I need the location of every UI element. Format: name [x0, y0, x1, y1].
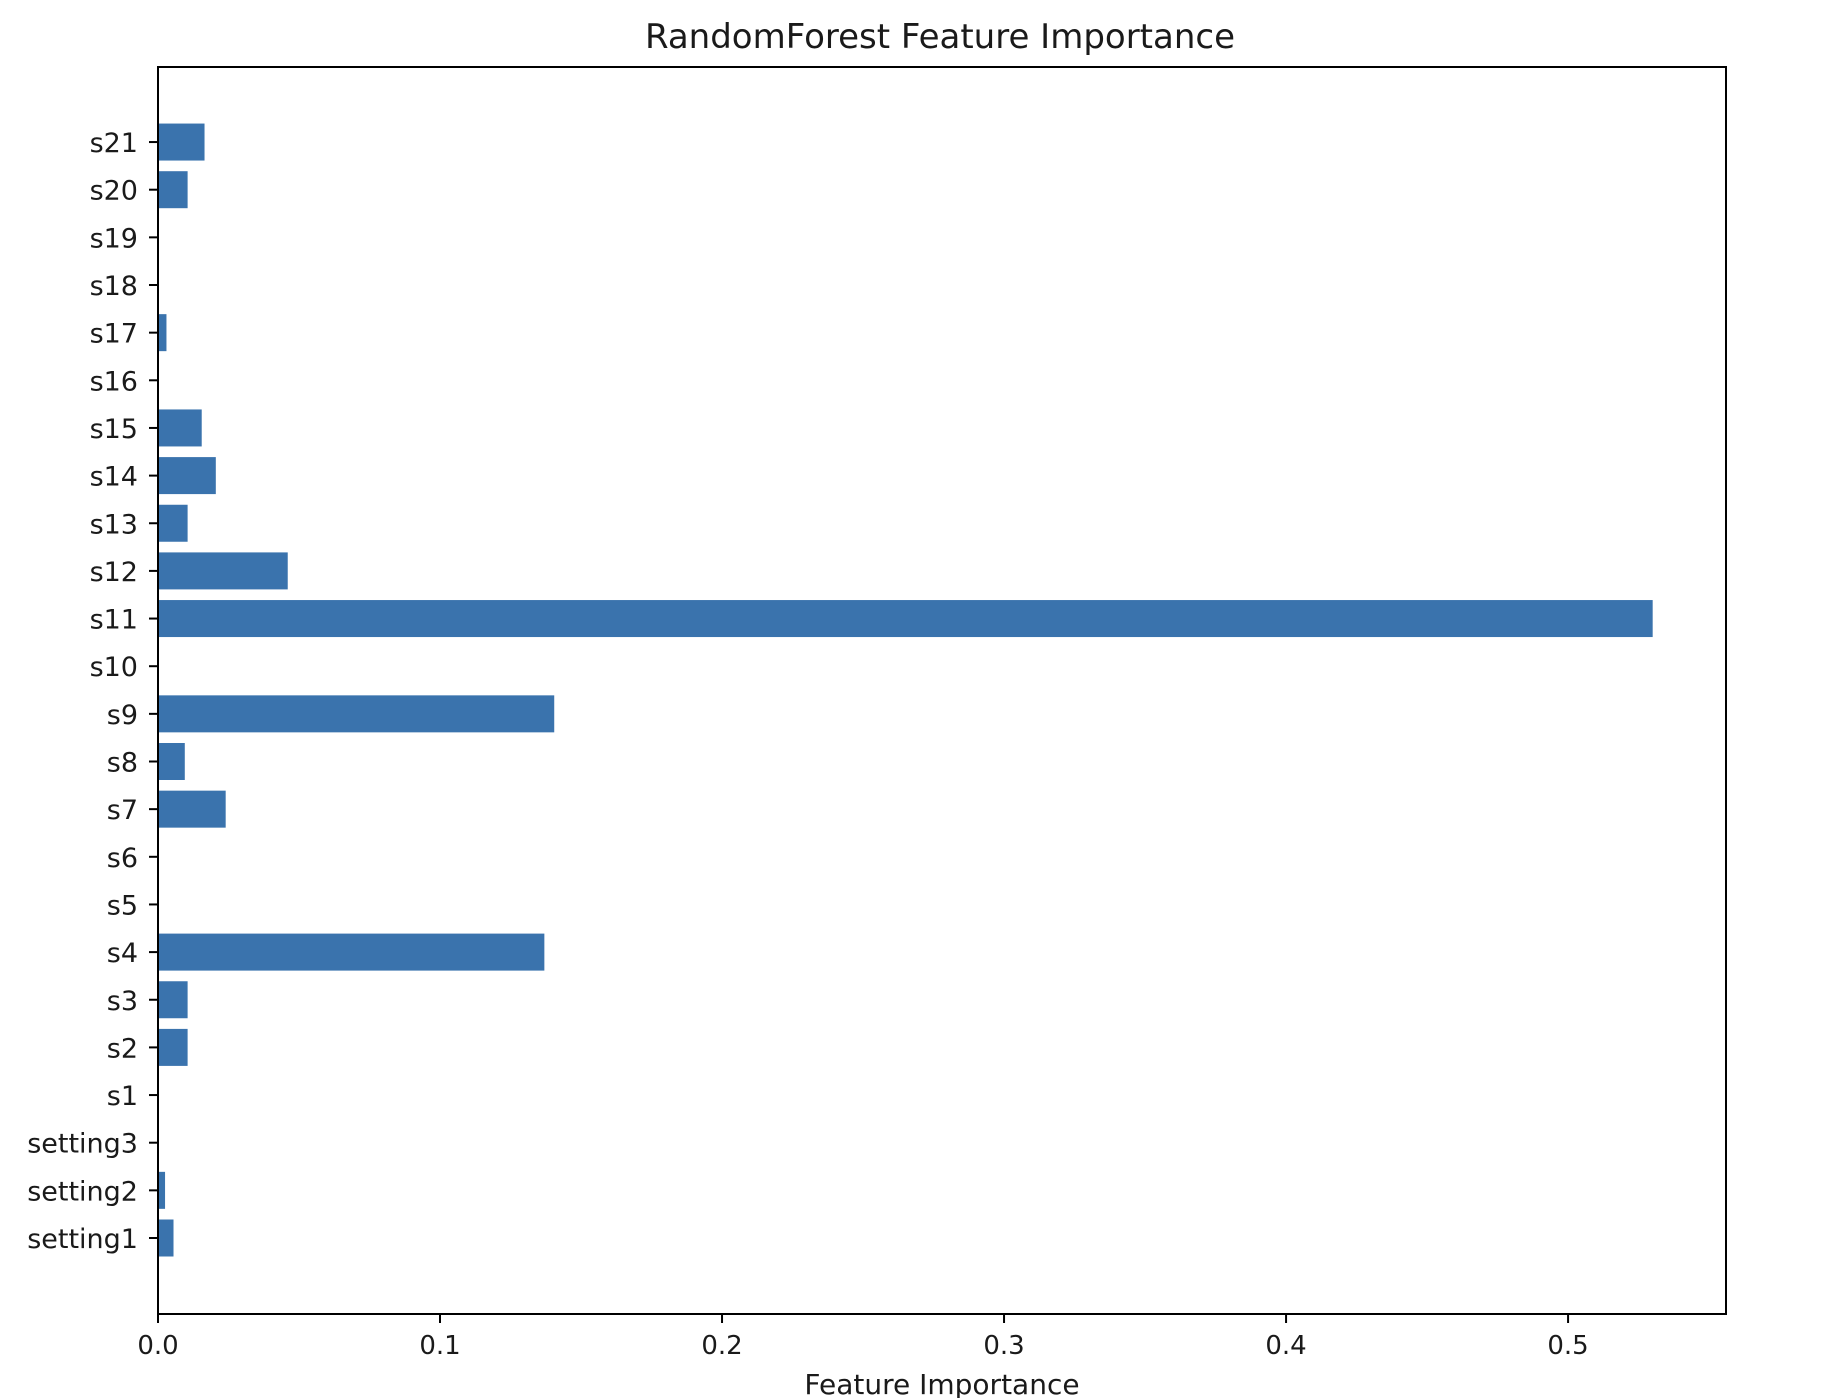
y-tick-label: s17 [90, 319, 138, 350]
x-tick-label: 0.2 [701, 1331, 742, 1361]
y-tick-label: s12 [90, 557, 138, 588]
y-tick-label: s1 [107, 1081, 138, 1112]
y-tick-label: s16 [90, 366, 138, 397]
y-tick-label: setting2 [27, 1176, 138, 1207]
bar-s3 [158, 981, 188, 1019]
bar-s8 [158, 743, 185, 780]
bar-s11 [158, 600, 1653, 638]
y-tick-label: s7 [107, 795, 138, 826]
bar-s7 [158, 790, 226, 828]
x-tick-label: 0.0 [137, 1331, 178, 1361]
bar-s4 [158, 933, 545, 971]
y-tick-label: s20 [90, 176, 138, 207]
y-tick-label: setting1 [27, 1224, 138, 1255]
x-tick-label: 0.3 [983, 1331, 1024, 1361]
y-tick-label: s15 [90, 414, 138, 445]
y-tick-label: s3 [107, 986, 138, 1017]
bar-s15 [158, 409, 202, 447]
x-tick-label: 0.4 [1265, 1331, 1306, 1361]
bar-s14 [158, 457, 216, 495]
bar-setting1 [158, 1219, 174, 1257]
y-axis: setting1 setting2 setting3 s1 s2 s3 s4 s5 s6 s7 s8… [27, 128, 158, 1255]
y-tick-label: s21 [90, 128, 138, 159]
y-tick-label: s14 [90, 462, 138, 493]
bar-s2 [158, 1028, 188, 1066]
bar-s9 [158, 695, 555, 733]
x-axis-label: Feature Importance [804, 1368, 1079, 1398]
chart-title: RandomForest Feature Importance [645, 17, 1235, 57]
y-tick-label: s10 [90, 652, 138, 683]
bar-s21 [158, 123, 205, 161]
y-tick-label: s4 [107, 938, 138, 969]
y-tick-label: s2 [107, 1033, 138, 1064]
y-tick-label: s6 [107, 843, 138, 874]
bars-group [158, 123, 1653, 1257]
plot-frame [157, 66, 1727, 1315]
y-tick-label: s11 [90, 605, 138, 636]
bar-s20 [158, 171, 188, 209]
bar-s17 [158, 314, 167, 352]
x-axis: 0.0 0.1 0.2 0.3 0.4 0.5 [137, 1314, 1589, 1361]
x-tick-label: 0.5 [1547, 1331, 1588, 1361]
bar-s13 [158, 504, 188, 542]
y-tick-label: setting3 [27, 1129, 138, 1160]
y-tick-label: s5 [107, 890, 138, 921]
y-tick-label: s19 [90, 223, 138, 254]
y-tick-label: s9 [107, 700, 138, 731]
y-tick-label: s13 [90, 509, 138, 540]
x-tick-label: 0.1 [419, 1331, 460, 1361]
bar-setting2 [158, 1171, 166, 1209]
bar-s12 [158, 552, 288, 590]
y-tick-label: s8 [107, 748, 138, 779]
y-tick-label: s18 [90, 271, 138, 302]
